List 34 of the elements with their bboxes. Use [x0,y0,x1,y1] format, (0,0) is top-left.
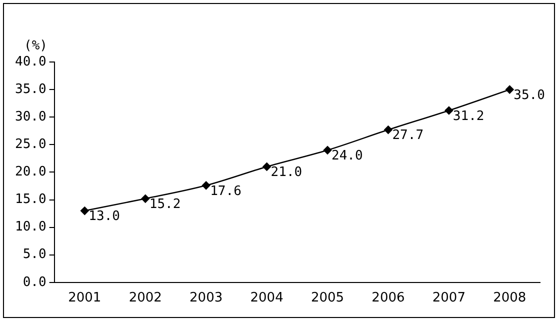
point [141,194,150,203]
y-tick-label: 5.0 [22,247,46,262]
point [262,162,271,171]
y-tick-label: 40.0 [14,54,46,70]
y-tick-label: 0.0 [22,274,46,290]
x-tick-label: 2001 [68,290,102,306]
point [505,85,514,94]
y-tick-label: 35.0 [14,82,46,97]
point [384,126,392,134]
point [202,181,210,190]
x-tick-label: 2008 [493,290,526,306]
x-tick-label: 2004 [250,290,284,306]
data-label: 27.7 [392,128,424,144]
y-tick-label: 10.0 [14,220,46,235]
y-tick-label: 20.0 [14,164,46,180]
data-label: 24.0 [332,148,363,164]
x-tick-label: 2007 [432,290,466,306]
y-tick-label: 25.0 [14,137,46,152]
y-axis-title: (%) [24,38,48,54]
data-label: 35.0 [514,88,545,103]
data-label: 31.2 [452,108,484,124]
data-label: 21.0 [270,165,302,180]
x-tick-label: 2006 [372,290,405,306]
x-tick-label: 2005 [310,290,344,306]
data-label: 13.0 [88,209,120,224]
point [80,206,89,215]
y-tick-label: 30.0 [14,109,46,124]
x-tick-label: 2003 [190,290,223,306]
data-label: 17.6 [210,184,242,199]
x-tick-label: 2002 [128,290,162,306]
y-tick-label: 15.0 [14,192,46,208]
point [323,146,332,154]
point [444,106,454,115]
data-label: 15.2 [149,197,181,212]
